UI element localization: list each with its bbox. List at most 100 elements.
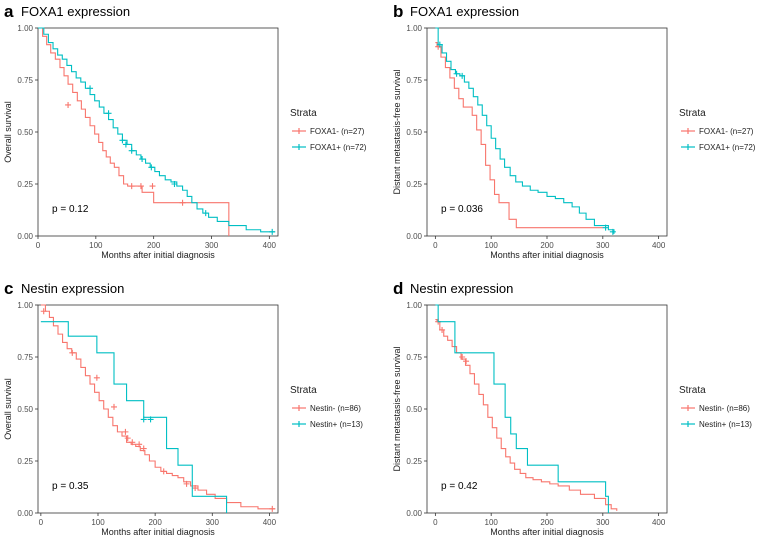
x-tick-label: 0 (36, 241, 41, 250)
x-tick-label: 200 (540, 241, 554, 250)
legend-entry: FOXA1- (n=27) (310, 127, 365, 136)
km-plot: c Nestin expression 0.00 0.25 0.50 0.75 1.00 0 1… (3, 279, 363, 537)
x-axis-label: Months after initial diagnosis (101, 527, 215, 537)
censor-mark (93, 374, 100, 381)
plot-title: Nestin expression (410, 281, 513, 296)
y-tick-label: 0.00 (17, 232, 33, 241)
km-plot: a FOXA1 expression 0.00 0.25 0.50 0.75 1.00 0 10… (3, 2, 367, 260)
x-axis-label: Months after initial diagnosis (490, 250, 604, 260)
x-tick-label: 400 (652, 518, 666, 527)
x-tick-label: 100 (91, 518, 105, 527)
km-plot: b FOXA1 expression 0.00 0.25 0.50 0.75 1.00 0 10… (392, 2, 756, 260)
x-axis-label: Months after initial diagnosis (101, 250, 215, 260)
censor-mark (128, 147, 135, 154)
y-axis-label: Distant metastasis-free survival (392, 69, 402, 194)
censor-mark (40, 308, 47, 315)
y-axis-label: Overall survival (3, 101, 13, 163)
panel-a: a FOXA1 expression 0.00 0.25 0.50 0.75 1.00 0 10… (0, 0, 389, 276)
y-tick-label: 0.50 (17, 128, 33, 137)
censor-mark (149, 183, 156, 190)
censor-mark (463, 358, 470, 365)
censor-mark (179, 199, 186, 206)
y-tick-label: 0.25 (17, 457, 33, 466)
survival-curve-1 (435, 42, 603, 229)
p-value: p = 0.35 (52, 481, 89, 492)
x-tick-label: 300 (596, 518, 610, 527)
panel-c: c Nestin expression 0.00 0.25 0.50 0.75 1.00 0 1… (0, 277, 389, 553)
censor-mark (69, 349, 76, 356)
censor-mark (192, 485, 199, 492)
censor-mark (87, 85, 94, 92)
x-tick-label: 400 (652, 241, 666, 250)
y-tick-label: 0.50 (17, 405, 33, 414)
y-tick-label: 0.50 (406, 128, 422, 137)
y-tick-label: 0.25 (17, 180, 33, 189)
censor-mark (136, 441, 143, 448)
x-tick-label: 200 (147, 241, 161, 250)
x-tick-label: 300 (596, 241, 610, 250)
p-value: p = 0.036 (441, 204, 483, 215)
y-tick-label: 0.25 (406, 180, 422, 189)
legend-entry: FOXA1- (n=27) (699, 127, 754, 136)
y-tick-label: 0.75 (406, 76, 422, 85)
panel-b: b FOXA1 expression 0.00 0.25 0.50 0.75 1.00 0 10… (389, 0, 778, 276)
censor-mark (602, 224, 609, 231)
y-tick-label: 1.00 (17, 301, 33, 310)
x-tick-label: 400 (263, 241, 277, 250)
legend-entry: Nestin- (n=86) (699, 404, 750, 413)
survival-curve-2 (38, 27, 276, 233)
panel-letter: d (393, 279, 403, 298)
censor-mark (65, 101, 72, 108)
plot-title: FOXA1 expression (21, 4, 130, 19)
y-tick-label: 1.00 (406, 24, 422, 33)
panel-letter: b (393, 2, 403, 21)
censor-mark (129, 439, 136, 446)
censor-mark (119, 137, 126, 144)
survival-curve-1 (435, 319, 618, 511)
censor-mark (609, 228, 616, 235)
y-tick-label: 0.00 (406, 232, 422, 241)
x-tick-label: 200 (148, 518, 162, 527)
censor-mark (439, 326, 446, 333)
censor-mark (124, 435, 131, 442)
survival-curve-1 (38, 27, 230, 236)
survival-curve-1 (40, 304, 276, 510)
x-tick-label: 100 (89, 241, 103, 250)
censor-mark (183, 480, 190, 487)
x-tick-label: 0 (433, 518, 438, 527)
censor-mark (139, 156, 146, 163)
y-tick-label: 0.00 (17, 509, 33, 518)
panel-letter: c (4, 279, 13, 298)
y-tick-label: 0.25 (406, 457, 422, 466)
legend-entry: Nestin+ (n=13) (699, 420, 752, 429)
censor-mark (147, 416, 154, 423)
censor-mark (269, 505, 276, 512)
p-value: p = 0.12 (52, 204, 89, 215)
legend-entry: Nestin+ (n=13) (310, 420, 363, 429)
legend-entry: FOXA1+ (n=72) (310, 143, 367, 152)
censor-mark (140, 445, 147, 452)
y-axis-label: Distant metastasis-free survival (392, 346, 402, 471)
x-tick-label: 100 (485, 241, 499, 250)
y-tick-label: 0.75 (406, 353, 422, 362)
y-axis-label: Overall survival (3, 378, 13, 440)
censor-mark (171, 181, 178, 187)
legend-entry: FOXA1+ (n=72) (699, 143, 756, 152)
x-tick-label: 0 (39, 518, 44, 527)
censor-mark (202, 210, 209, 217)
legend-entry: Nestin- (n=86) (310, 404, 361, 413)
km-plot: d Nestin expression 0.00 0.25 0.50 0.75 1.00 0 1… (392, 279, 752, 537)
censor-mark (148, 164, 155, 171)
panel-letter: a (4, 2, 14, 21)
censor-mark (453, 70, 460, 77)
legend-title: Strata (290, 108, 317, 119)
x-tick-label: 400 (263, 518, 277, 527)
censor-mark (459, 354, 466, 360)
x-axis-label: Months after initial diagnosis (490, 527, 604, 537)
y-tick-label: 0.75 (17, 76, 33, 85)
x-tick-label: 200 (540, 518, 554, 527)
x-tick-label: 300 (206, 518, 220, 527)
censor-mark (140, 416, 147, 423)
survival-curve-2 (435, 304, 609, 513)
plot-title: Nestin expression (21, 281, 124, 296)
